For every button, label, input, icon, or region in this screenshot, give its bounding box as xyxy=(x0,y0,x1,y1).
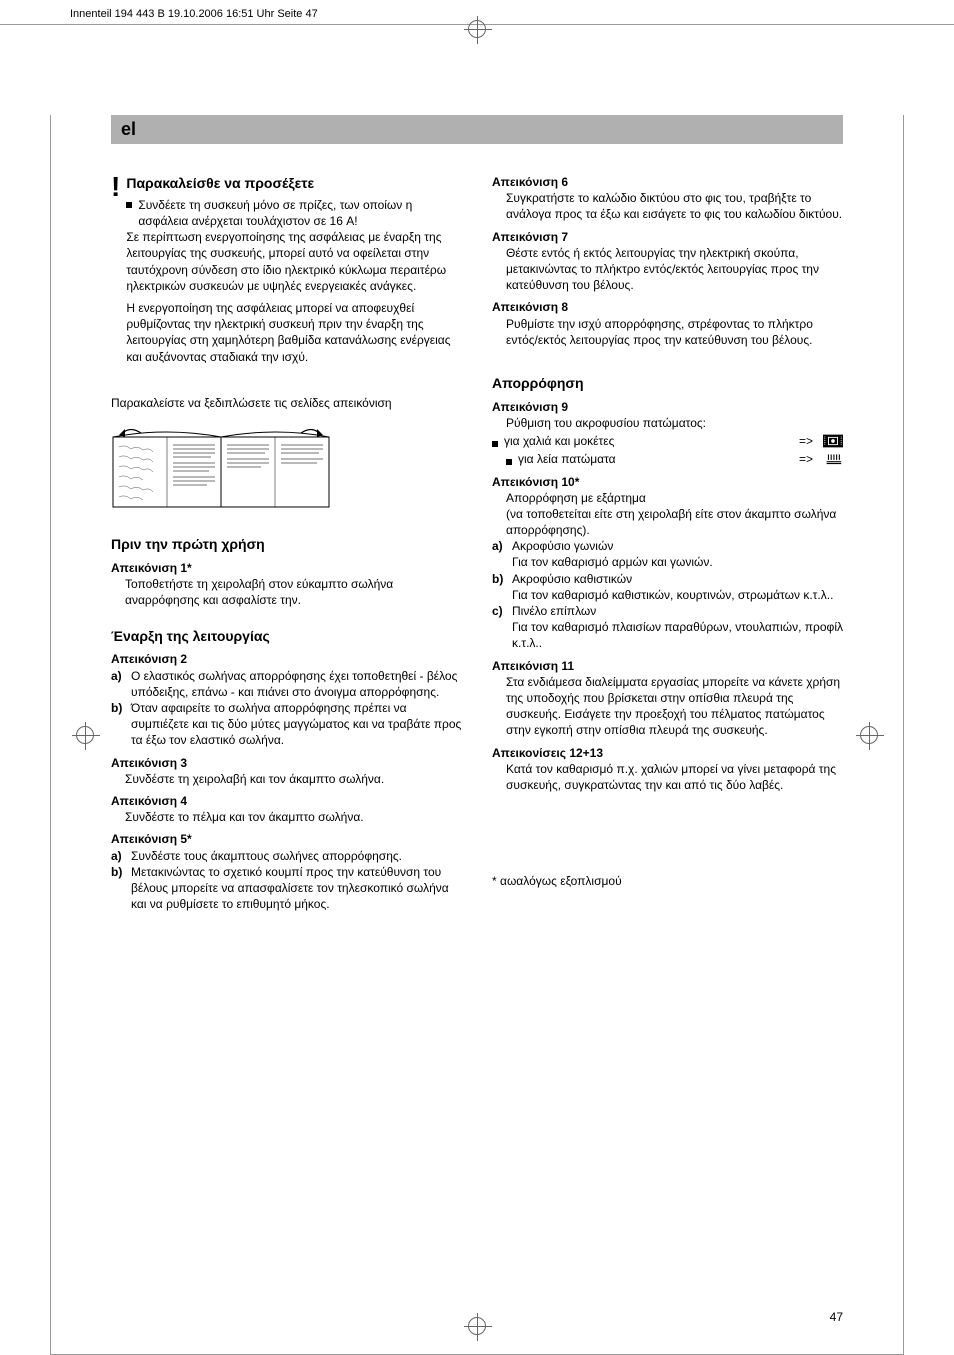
fig10-b: b) Ακροφύσιο καθιστικών Για τον καθαρισμ… xyxy=(492,571,843,603)
before-first-use-title: Πριν την πρώτη χρήση xyxy=(111,535,462,554)
attention-p1: Σε περίπτωση ενεργοποίησης της ασφάλειας… xyxy=(126,229,462,294)
arrow-icon: => xyxy=(799,451,813,467)
item-label-a: a) xyxy=(111,668,127,700)
fig10-intro: Απορρόφηση με εξάρτημα xyxy=(492,490,843,506)
fig9-label: Απεικόνιση 9 xyxy=(492,399,843,415)
fig6-text: Συγκρατήστε το καλώδιο δικτύου στο φις τ… xyxy=(492,190,843,222)
exclamation-icon: ! xyxy=(111,174,120,199)
item-label-a: a) xyxy=(492,538,508,570)
fig9-intro: Ρύθμιση του ακροφυσίου πατώματος: xyxy=(492,415,843,431)
fig3-label: Απεικόνιση 3 xyxy=(111,755,462,771)
suction-title: Απορρόφηση xyxy=(492,374,843,393)
fig10-a: a) Ακροφύσιο γωνιών Για τον καθαρισμό αρ… xyxy=(492,538,843,570)
fig5-a-text: Συνδέστε τους άκαμπτους σωλήνες απορρόφη… xyxy=(131,848,402,864)
fig10-b-title: Ακροφύσιο καθιστικών xyxy=(512,571,833,587)
fig2-b-text: Όταν αφαιρείτε το σωλήνα απορρόφησης πρέ… xyxy=(131,700,462,749)
fig2-label: Απεικόνιση 2 xyxy=(111,651,462,667)
fig10-c-title: Πινέλο επίπλων xyxy=(512,603,843,619)
arrow-icon: => xyxy=(799,433,813,449)
language-bar: el xyxy=(111,115,843,144)
item-label-c: c) xyxy=(492,603,508,652)
fig5-a: a) Συνδέστε τους άκαμπτους σωλήνες απορρ… xyxy=(111,848,462,864)
bullet-icon xyxy=(126,202,132,208)
fig7-text: Θέστε εντός ή εκτός λειτουργίας την ηλεκ… xyxy=(492,245,843,294)
attention-bullet-text: Συνδέετε τη συσκευή μόνο σε πρίζες, των … xyxy=(138,197,462,229)
unfold-text: Παρακαλείστε να ξεδιπλώσετε τις σελίδες … xyxy=(111,395,462,411)
fig10-a-text: Για τον καθαρισμό αρμών και γωνιών. xyxy=(512,554,713,570)
smooth-floor-icon xyxy=(823,452,843,466)
item-label-b: b) xyxy=(492,571,508,603)
item-label-b: b) xyxy=(111,864,127,913)
bullet-icon xyxy=(492,441,498,447)
page-frame: el ! Παρακαλείσθε να προσέξετε Συνδέετε … xyxy=(50,115,904,1355)
crop-mark-right xyxy=(860,726,878,744)
carpet-icon xyxy=(823,434,843,448)
fig8-label: Απεικόνιση 8 xyxy=(492,299,843,315)
fig10-intro2: (να τοποθετείται είτε στη χειρολαβή είτε… xyxy=(492,506,843,538)
fig5-b: b) Μετακινώντας το σχετικό κουμπί προς τ… xyxy=(111,864,462,913)
fig10-label: Απεικόνιση 10* xyxy=(492,474,843,490)
fig2-a: a) Ο ελαστικός σωλήνας απορρόφησης έχει … xyxy=(111,668,462,700)
fig10-a-title: Ακροφύσιο γωνιών xyxy=(512,538,713,554)
left-column: ! Παρακαλείσθε να προσέξετε Συνδέετε τη … xyxy=(111,174,462,912)
language-label: el xyxy=(121,119,136,139)
fig3-text: Συνδέστε τη χειρολαβή και τον άκαμπτο σω… xyxy=(111,771,462,787)
crop-mark-left xyxy=(76,726,94,744)
page-number: 47 xyxy=(830,1310,843,1324)
attention-title: Παρακαλείσθε να προσέξετε xyxy=(126,174,462,193)
fig6-label: Απεικόνιση 6 xyxy=(492,174,843,190)
fig4-text: Συνδέστε το πέλμα και τον άκαμπτο σωλήνα… xyxy=(111,809,462,825)
footnote: * αωαλόγως εξοπλισμού xyxy=(492,873,843,889)
fig2-a-text: Ο ελαστικός σωλήνας απορρόφησης έχει τοπ… xyxy=(131,668,462,700)
start-operation-title: Έναρξη της λειτουργίας xyxy=(111,627,462,646)
fig9-option-carpet: για χαλιά και μοκέτες => xyxy=(492,433,843,449)
fig2-b: b) Όταν αφαιρείτε το σωλήνα απορρόφησης … xyxy=(111,700,462,749)
fig12-label: Απεικονίσεις 12+13 xyxy=(492,745,843,761)
fig12-text: Κατά τον καθαρισμό π.χ. χαλιών μπορεί να… xyxy=(492,761,843,793)
fig1-text: Τοποθετήστε τη χειρολαβή στον εύκαμπτο σ… xyxy=(111,576,462,608)
fig7-label: Απεικόνιση 7 xyxy=(492,229,843,245)
bullet-icon xyxy=(506,459,512,465)
fig9-opt1-text: για χαλιά και μοκέτες xyxy=(504,433,614,449)
attention-block: ! Παρακαλείσθε να προσέξετε Συνδέετε τη … xyxy=(111,174,462,371)
fig10-b-text: Για τον καθαρισμό καθιστικών, κουρτινών,… xyxy=(512,587,833,603)
fig10-c-text: Για τον καθαρισμό πλαισίων παραθύρων, ντ… xyxy=(512,619,843,651)
right-column: Απεικόνιση 6 Συγκρατήστε το καλώδιο δικτ… xyxy=(492,174,843,912)
fig5-label: Απεικόνιση 5* xyxy=(111,831,462,847)
item-label-a: a) xyxy=(111,848,127,864)
crop-mark-bottom xyxy=(468,1317,486,1335)
attention-p2: Η ενεργοποίηση της ασφάλειας μπορεί να α… xyxy=(126,300,462,365)
fig10-c: c) Πινέλο επίπλων Για τον καθαρισμό πλαι… xyxy=(492,603,843,652)
content-columns: ! Παρακαλείσθε να προσέξετε Συνδέετε τη … xyxy=(51,144,903,912)
fig11-text: Στα ενδιάμεσα διαλείμματα εργασίας μπορε… xyxy=(492,674,843,739)
fig11-label: Απεικόνιση 11 xyxy=(492,658,843,674)
fig9-option-smooth: για λεία πατώματα => xyxy=(492,451,843,467)
crop-mark-top xyxy=(468,20,486,38)
fig5-b-text: Μετακινώντας το σχετικό κουμπί προς την … xyxy=(131,864,462,913)
book-illustration xyxy=(111,419,331,509)
fig1-label: Απεικόνιση 1* xyxy=(111,560,462,576)
item-label-b: b) xyxy=(111,700,127,749)
attention-bullet: Συνδέετε τη συσκευή μόνο σε πρίζες, των … xyxy=(126,197,462,229)
fig4-label: Απεικόνιση 4 xyxy=(111,793,462,809)
fig8-text: Ρυθμίστε την ισχύ απορρόφησης, στρέφοντα… xyxy=(492,316,843,348)
fig9-opt2-text: για λεία πατώματα xyxy=(518,451,616,467)
header-text: Innenteil 194 443 B 19.10.2006 16:51 Uhr… xyxy=(70,8,318,20)
